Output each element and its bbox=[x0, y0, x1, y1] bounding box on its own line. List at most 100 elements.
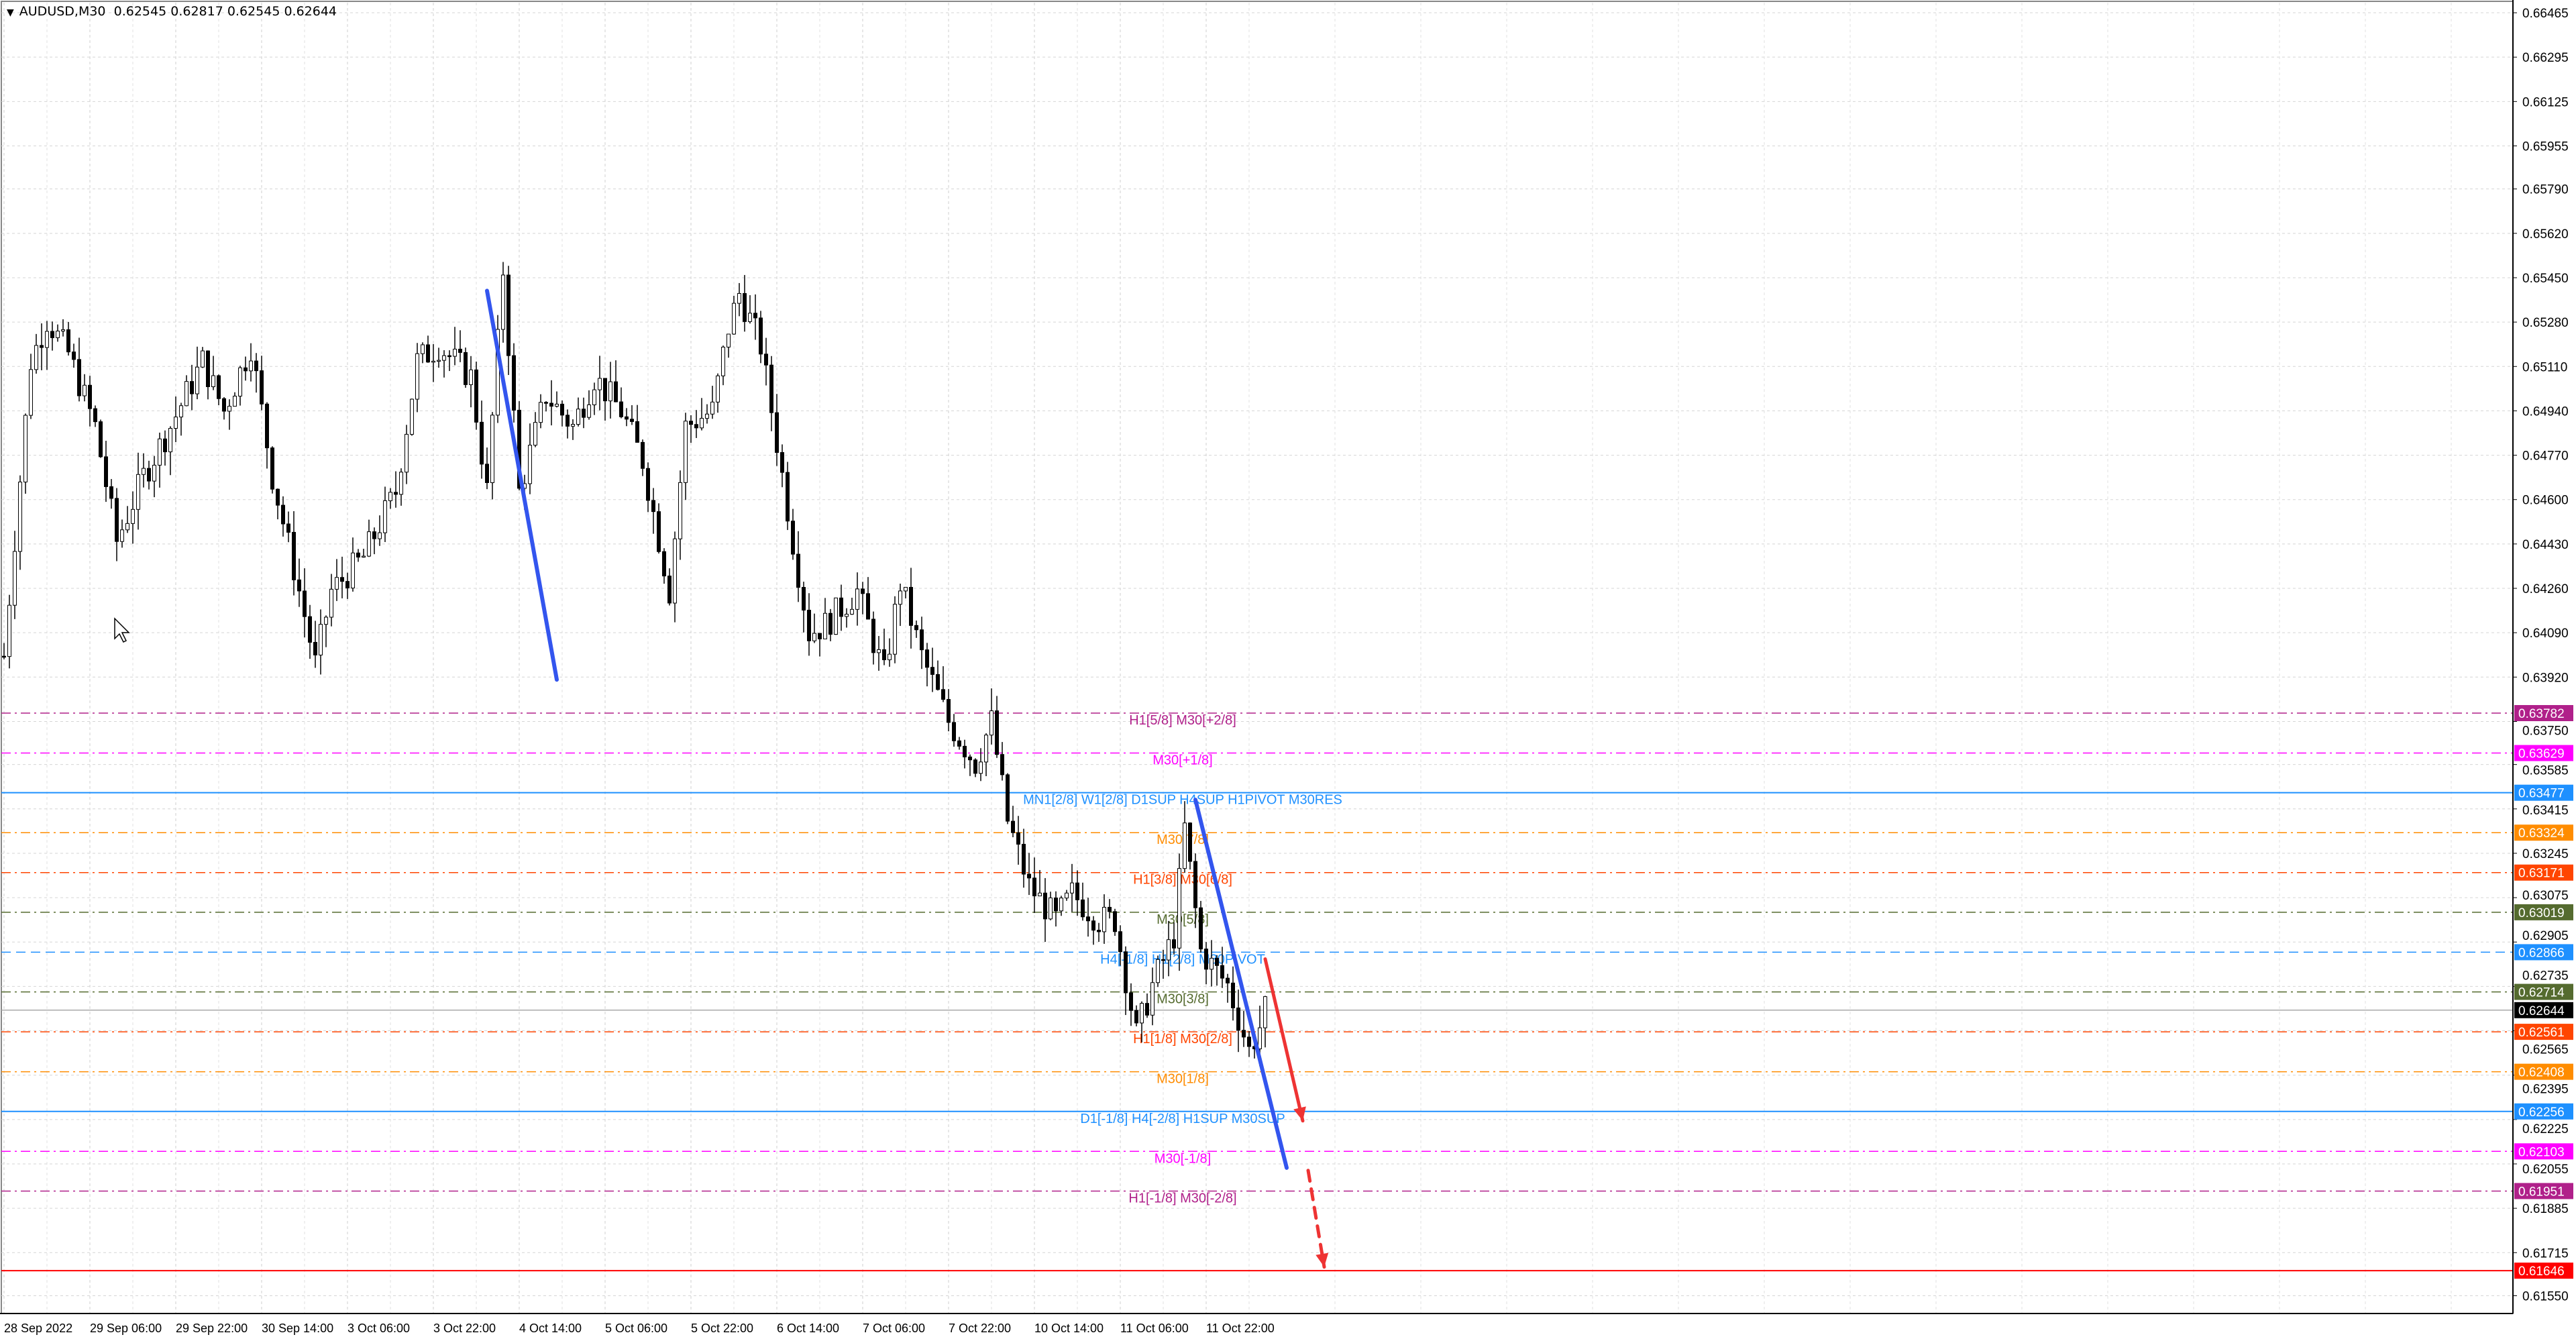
candle-body bbox=[18, 482, 22, 552]
candle-body bbox=[989, 710, 994, 736]
candle-body bbox=[233, 395, 237, 407]
candle-body bbox=[963, 745, 967, 757]
y-tick-label: 0.65620 bbox=[2522, 227, 2569, 242]
candle-body bbox=[270, 447, 274, 490]
candle-body bbox=[560, 403, 564, 416]
candle-body bbox=[88, 384, 92, 409]
candle-body bbox=[786, 472, 790, 522]
candle-body bbox=[184, 381, 189, 407]
candle-body bbox=[566, 415, 570, 427]
level-label: M30[-1/8] bbox=[1155, 1151, 1211, 1166]
level-label: M30[+1/8] bbox=[1152, 753, 1213, 768]
ohlc-values: 0.62545 0.62817 0.62545 0.62644 bbox=[113, 4, 337, 19]
y-tick-label: 0.66465 bbox=[2522, 7, 2569, 21]
trendlines[interactable] bbox=[485, 288, 1329, 1269]
candle-body bbox=[442, 355, 446, 361]
y-tick-label: 0.62225 bbox=[2522, 1122, 2569, 1136]
x-tick-label: 5 Oct 06:00 bbox=[605, 1322, 667, 1335]
candle-body bbox=[34, 345, 38, 370]
candle-body bbox=[1016, 832, 1020, 845]
y-tick-label: 0.65450 bbox=[2522, 272, 2569, 286]
candle-body bbox=[506, 274, 511, 356]
price-tag-label: 0.63629 bbox=[2518, 747, 2565, 761]
candles bbox=[2, 262, 1267, 1067]
candle-body bbox=[286, 523, 290, 533]
x-tick-label: 10 Oct 14:00 bbox=[1034, 1322, 1104, 1335]
candle-body bbox=[378, 532, 382, 539]
candle-body bbox=[179, 405, 183, 418]
candle-body bbox=[651, 500, 655, 513]
price-tag bbox=[2514, 944, 2573, 961]
candle-body bbox=[163, 438, 167, 453]
candle-body bbox=[292, 531, 296, 580]
candle-body bbox=[93, 408, 97, 423]
candle-body bbox=[667, 576, 672, 604]
price-tag-label: 0.61951 bbox=[2518, 1185, 2565, 1199]
candle-body bbox=[877, 649, 881, 653]
candle-body bbox=[1049, 897, 1053, 920]
candle-body bbox=[855, 588, 859, 610]
candle-body bbox=[244, 367, 248, 372]
level-label: M30[1/8] bbox=[1157, 1072, 1209, 1087]
candle-body bbox=[716, 375, 720, 403]
candle-body bbox=[7, 604, 11, 657]
candle-body bbox=[329, 588, 333, 618]
candle-body bbox=[158, 438, 162, 466]
candle-body bbox=[598, 378, 602, 390]
price-tag-label: 0.62714 bbox=[2518, 986, 2565, 1000]
candle-body bbox=[1086, 916, 1090, 922]
candle-body bbox=[769, 364, 773, 413]
candle-body bbox=[807, 610, 811, 641]
price-tag bbox=[2514, 1063, 2573, 1080]
candle-body bbox=[388, 492, 392, 501]
y-tick-label: 0.66125 bbox=[2522, 95, 2569, 109]
triangle-down-icon[interactable]: ▼ bbox=[7, 7, 14, 18]
y-tick-label: 0.61550 bbox=[2522, 1289, 2569, 1303]
candle-body bbox=[1226, 977, 1230, 983]
candle-body bbox=[469, 369, 473, 385]
candle-body bbox=[678, 482, 682, 539]
candle-body bbox=[447, 355, 451, 358]
candle-body bbox=[490, 415, 494, 483]
candle-body bbox=[356, 552, 360, 557]
candle-body bbox=[608, 381, 612, 402]
candle-body bbox=[485, 464, 489, 483]
candle-body bbox=[619, 401, 623, 417]
candle-body bbox=[1263, 996, 1267, 1028]
candle-body bbox=[458, 348, 462, 353]
price-tag bbox=[2514, 784, 2573, 801]
candle-body bbox=[603, 378, 607, 402]
x-tick-label: 5 Oct 22:00 bbox=[691, 1322, 753, 1335]
candle-body bbox=[753, 313, 757, 319]
trendline bbox=[1263, 957, 1305, 1123]
price-tag-label: 0.62644 bbox=[2518, 1004, 2565, 1018]
price-tag bbox=[2514, 745, 2573, 761]
candle-body bbox=[662, 551, 666, 577]
candle-body bbox=[1140, 1003, 1144, 1024]
price-tag bbox=[2514, 1143, 2573, 1160]
candle-body bbox=[480, 421, 484, 465]
candle-body bbox=[501, 274, 505, 330]
candle-body bbox=[780, 452, 784, 473]
candle-body bbox=[1022, 843, 1026, 875]
candle-body bbox=[464, 352, 468, 385]
candle-body bbox=[13, 551, 17, 606]
x-tick-label: 29 Sep 22:00 bbox=[176, 1322, 248, 1335]
x-tick-label: 3 Oct 06:00 bbox=[347, 1322, 410, 1335]
x-tick-label: 6 Oct 14:00 bbox=[777, 1322, 839, 1335]
candle-body bbox=[61, 329, 65, 331]
candle-body bbox=[812, 633, 816, 641]
x-tick-label: 11 Oct 06:00 bbox=[1120, 1322, 1189, 1335]
x-tick-label: 11 Oct 22:00 bbox=[1206, 1322, 1275, 1335]
candle-body bbox=[265, 403, 269, 449]
candle-body bbox=[657, 511, 661, 552]
candle-body bbox=[1236, 1007, 1240, 1031]
candle-body bbox=[839, 597, 843, 617]
candle-body bbox=[1150, 982, 1155, 1016]
candle-body bbox=[426, 344, 430, 363]
candle-body bbox=[109, 486, 113, 499]
level-label: MN1[2/8] W1[2/8] D1SUP H4SUP H1PIVOT M30… bbox=[1023, 793, 1342, 808]
candle-body bbox=[56, 330, 60, 338]
candle-body bbox=[539, 402, 543, 423]
